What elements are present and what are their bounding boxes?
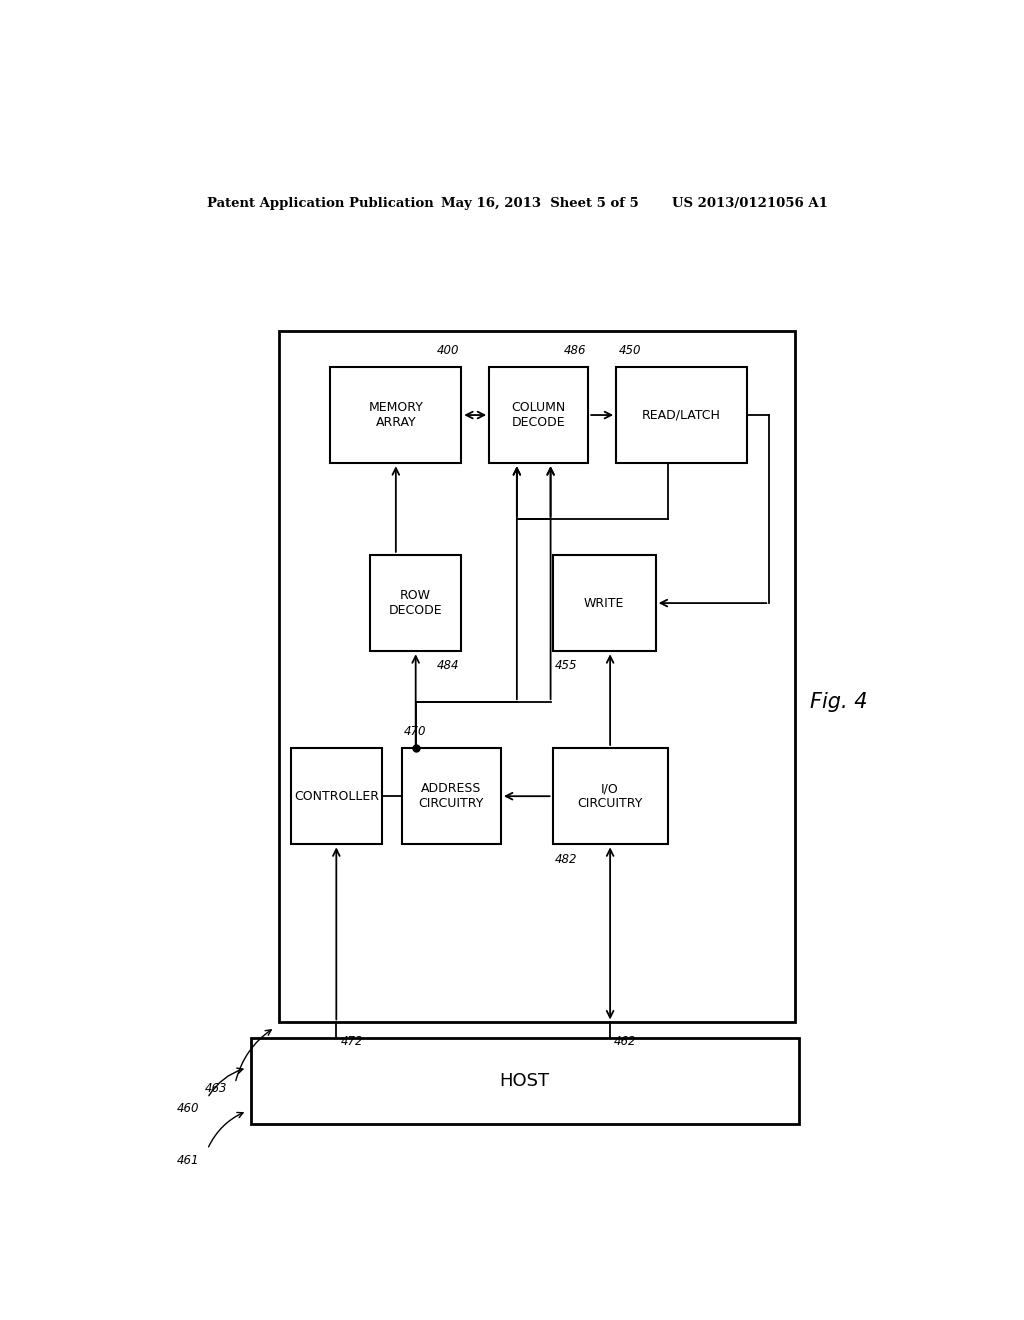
Text: 400: 400 (436, 343, 459, 356)
Text: 462: 462 (614, 1035, 637, 1048)
Text: 455: 455 (555, 660, 578, 672)
Text: CONTROLLER: CONTROLLER (294, 789, 379, 803)
Bar (401, 748, 501, 845)
Text: COLUMN
DECODE: COLUMN DECODE (512, 401, 566, 429)
Text: 482: 482 (555, 853, 578, 866)
Text: 470: 470 (404, 725, 427, 738)
Bar (370, 554, 461, 651)
Text: 461: 461 (177, 1155, 200, 1167)
Text: US 2013/0121056 A1: US 2013/0121056 A1 (672, 197, 827, 210)
Text: READ/LATCH: READ/LATCH (642, 409, 721, 421)
Text: May 16, 2013  Sheet 5 of 5: May 16, 2013 Sheet 5 of 5 (441, 197, 639, 210)
Bar (251, 1038, 799, 1125)
Bar (331, 367, 462, 463)
Bar (279, 331, 795, 1022)
Text: Fig. 4: Fig. 4 (810, 692, 867, 713)
Text: 484: 484 (436, 660, 459, 672)
Text: Patent Application Publication: Patent Application Publication (207, 197, 434, 210)
Bar (616, 367, 748, 463)
Bar (553, 748, 668, 845)
Bar (291, 748, 382, 845)
Text: I/O
CIRCUITRY: I/O CIRCUITRY (578, 783, 643, 810)
Text: 450: 450 (618, 343, 641, 356)
Text: 486: 486 (563, 343, 586, 356)
Text: ROW
DECODE: ROW DECODE (389, 589, 442, 616)
Text: 463: 463 (205, 1082, 227, 1094)
Text: ADDRESS
CIRCUITRY: ADDRESS CIRCUITRY (419, 783, 484, 810)
Text: 460: 460 (177, 1102, 200, 1115)
Text: 472: 472 (340, 1035, 362, 1048)
Text: WRITE: WRITE (584, 597, 625, 610)
Text: HOST: HOST (500, 1072, 550, 1090)
Bar (553, 554, 655, 651)
Text: MEMORY
ARRAY: MEMORY ARRAY (369, 401, 423, 429)
Bar (489, 367, 588, 463)
